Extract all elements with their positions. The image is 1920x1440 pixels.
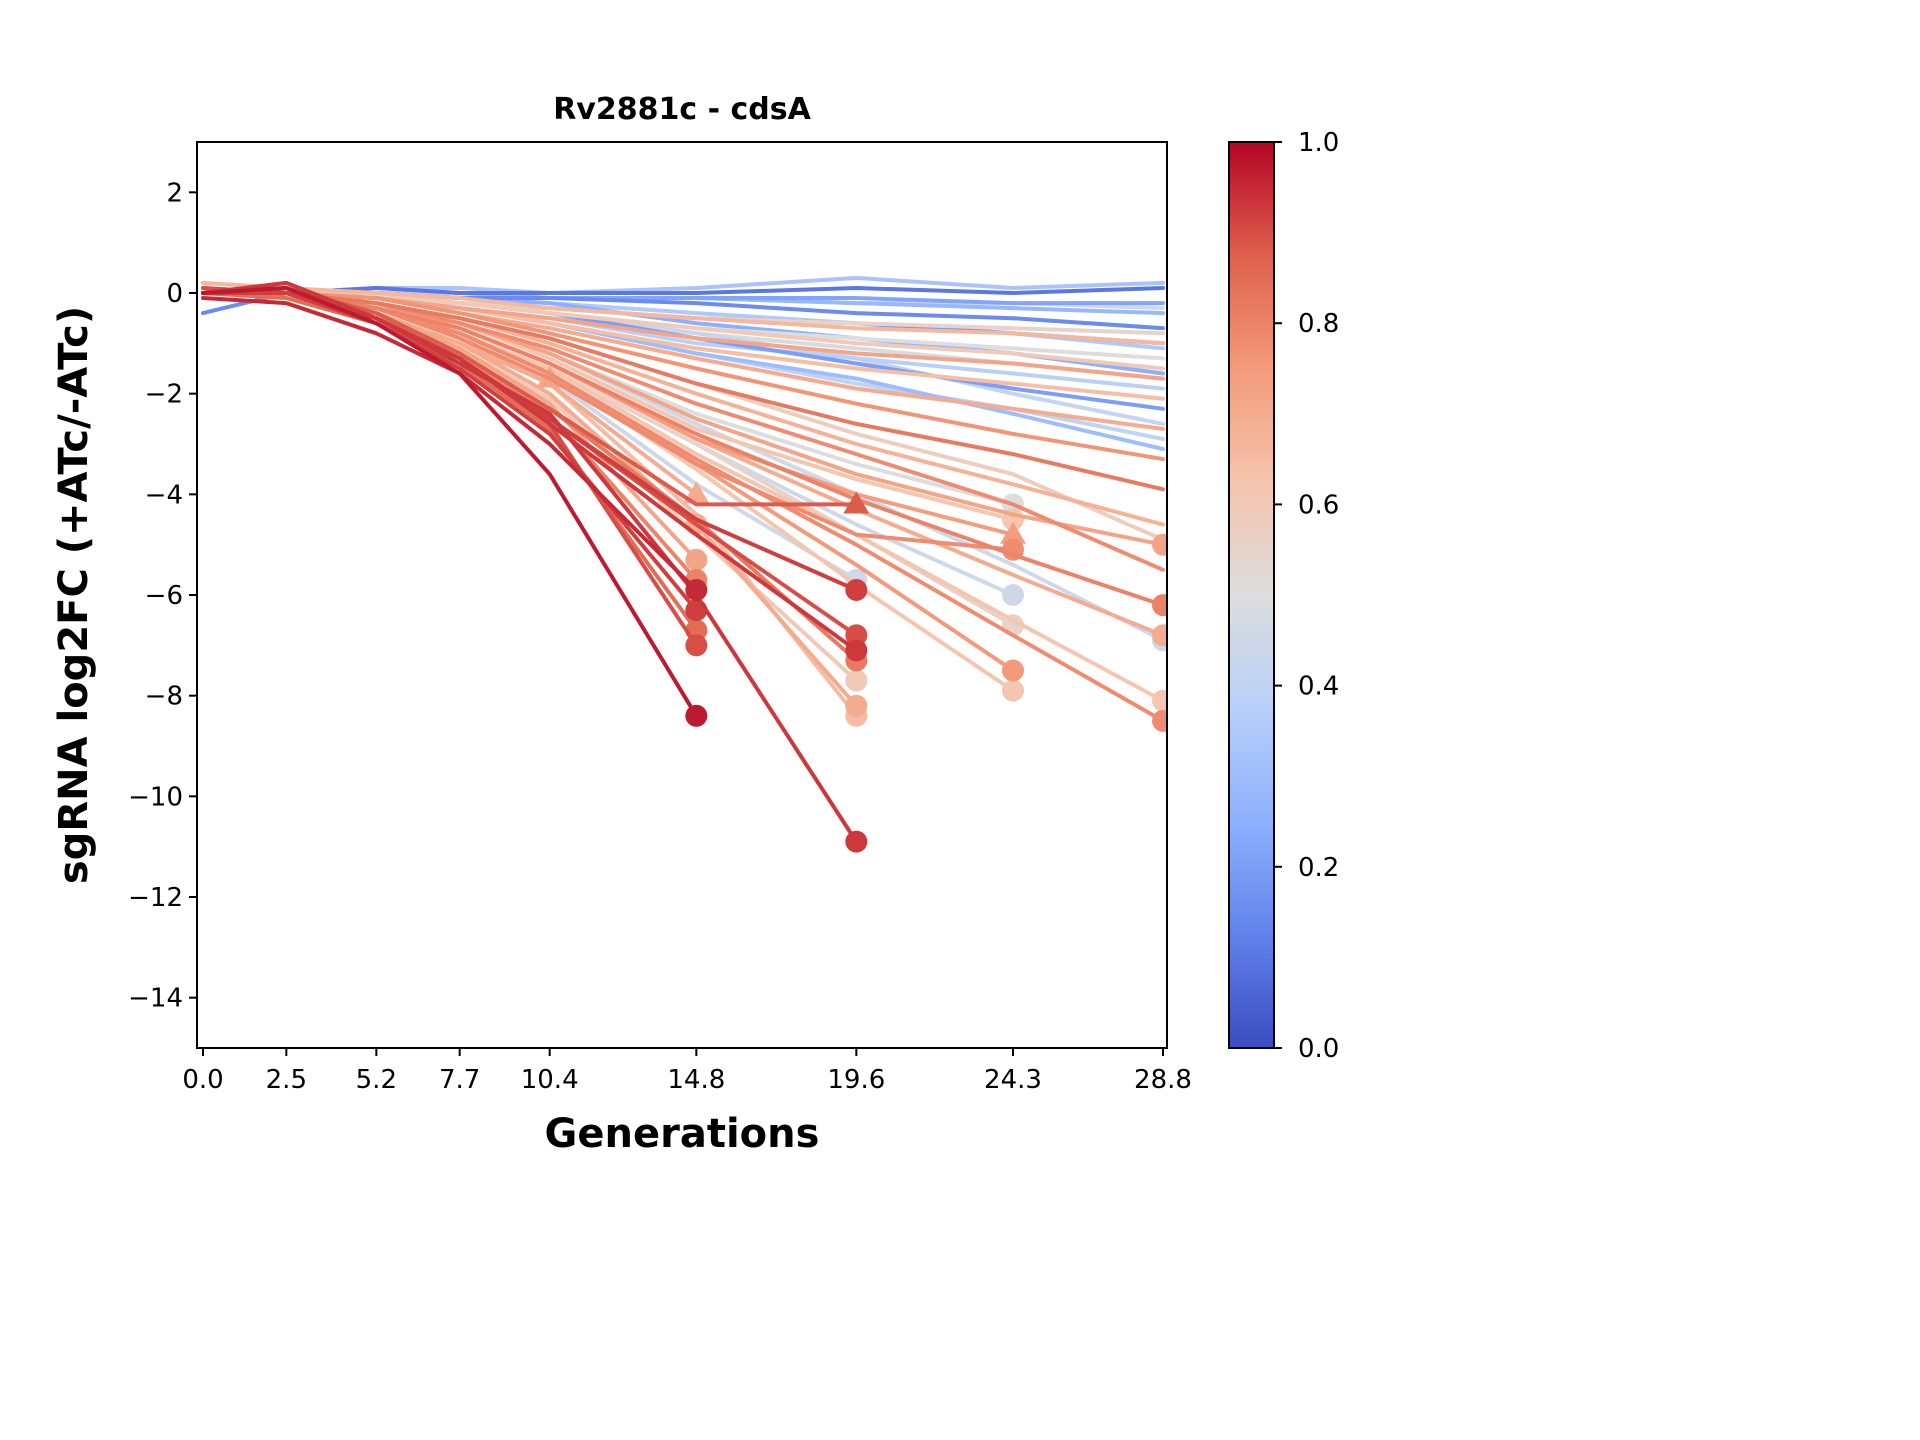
- x-tick-label: 7.7: [439, 1065, 480, 1095]
- y-tick-label: −14: [128, 984, 183, 1014]
- colorbar-ticks: 0.0 0.2 0.4 0.6 0.8 1.0: [1274, 128, 1339, 1064]
- y-axis-label: sgRNA log2FC (+ATc/-ATc): [51, 306, 97, 884]
- series-end-marker-guide-24: [1002, 679, 1024, 702]
- x-axis: 0.0 2.5 5.2 7.7 10.4 14.8 19.6 24.3 28.8: [182, 1048, 1192, 1095]
- colorbar-tick-label: 0.0: [1298, 1034, 1339, 1064]
- series-end-marker-guide-30: [1152, 594, 1167, 617]
- series-line-guide-01: [201, 286, 699, 718]
- series-end-marker-guide-02: [845, 830, 868, 853]
- series-end-marker-guide-18: [845, 694, 868, 717]
- series-end-marker-guide-23: [1002, 659, 1024, 682]
- x-tick-label: 19.6: [827, 1065, 885, 1095]
- y-tick-label: 2: [166, 178, 183, 208]
- colorbar-tick-label: 0.6: [1298, 490, 1339, 520]
- x-tick-label: 5.2: [356, 1065, 397, 1095]
- x-tick-label: 28.8: [1134, 1065, 1192, 1095]
- series-end-marker-guide-08: [685, 548, 708, 571]
- series-end-marker-guide-34: [1152, 709, 1167, 732]
- series-end-marker-guide-05: [685, 634, 708, 657]
- series-end-marker-guide-10: [843, 491, 870, 514]
- y-tick-label: −12: [128, 883, 183, 913]
- series-end-marker-guide-27: [1000, 521, 1026, 544]
- colorbar: 0.0 0.2 0.4 0.6 0.8 1.0: [1228, 128, 1339, 1064]
- series-end-marker-guide-21: [1002, 584, 1024, 606]
- y-tick-label: −2: [145, 380, 183, 410]
- y-tick-label: 0: [166, 279, 183, 309]
- figure: Rv2881c - cdsA 2 0 −2 −4 −6 −8 −10 −12 −14 0.0 2.…: [51, 92, 1339, 1157]
- colorbar-tick-label: 1.0: [1298, 128, 1339, 158]
- y-tick-label: −4: [145, 480, 183, 510]
- colorbar-tick-label: 0.8: [1298, 309, 1339, 339]
- series-end-marker-guide-33: [1152, 689, 1167, 712]
- series-end-marker-guide-29: [1152, 533, 1167, 556]
- series-end-marker-guide-14: [845, 624, 868, 647]
- x-tick-label: 2.5: [266, 1065, 307, 1095]
- y-tick-label: −10: [128, 782, 183, 812]
- series-end-marker-guide-13: [845, 578, 868, 601]
- series-layer: [201, 275, 1167, 853]
- series-end-marker-guide-03: [685, 578, 708, 601]
- colorbar-tick-label: 0.2: [1298, 853, 1339, 883]
- series-end-marker-guide-01: [685, 704, 708, 727]
- colorbar-gradient: [1228, 141, 1275, 1049]
- series-end-marker-guide-17: [845, 669, 868, 692]
- x-tick-label: 14.8: [667, 1065, 725, 1095]
- x-axis-label: Generations: [545, 1111, 820, 1157]
- series-line-guide-44: [201, 280, 1165, 346]
- x-tick-label: 0.0: [182, 1065, 223, 1095]
- series-end-marker-guide-31: [1152, 624, 1167, 647]
- y-tick-label: −8: [145, 682, 183, 712]
- series-end-marker-guide-15: [845, 639, 868, 662]
- y-axis: 2 0 −2 −4 −6 −8 −10 −12 −14: [128, 178, 197, 1014]
- y-tick-label: −6: [145, 581, 183, 611]
- x-tick-label: 24.3: [984, 1065, 1042, 1095]
- series-line-guide-03: [201, 296, 699, 592]
- chart-title: Rv2881c - cdsA: [553, 92, 811, 127]
- colorbar-tick-label: 0.4: [1298, 672, 1339, 702]
- x-tick-label: 10.4: [521, 1065, 579, 1095]
